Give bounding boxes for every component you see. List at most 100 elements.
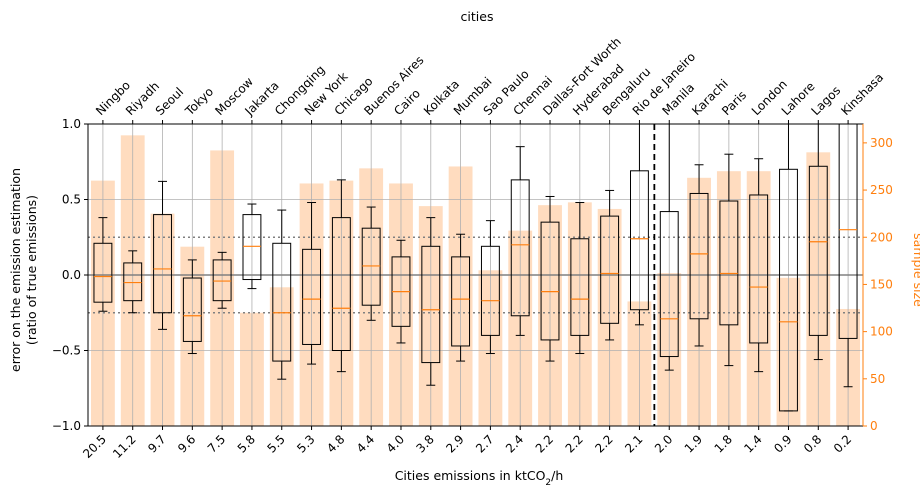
x-tick-label: 5.8 xyxy=(235,432,258,455)
boxplot xyxy=(719,153,739,367)
box xyxy=(331,217,351,351)
y-axis-label-line2: (ratio of true emissions) xyxy=(24,195,39,345)
x-axis-label: Cities emissions in ktCO2/h xyxy=(395,468,564,488)
boxplot xyxy=(510,146,530,336)
box xyxy=(570,238,590,336)
box xyxy=(540,221,560,341)
x-axis-label-main: Cities emissions in ktCO xyxy=(395,468,546,483)
y2-tick-label: 50 xyxy=(870,372,885,386)
box xyxy=(719,200,739,326)
x-tick-label: 2.2 xyxy=(563,432,586,455)
y2-tick-label: 150 xyxy=(870,277,893,291)
y2-tick-label: 0 xyxy=(870,419,878,433)
boxplot xyxy=(808,124,828,361)
boxplot xyxy=(391,239,411,344)
x-tick-label: 0.8 xyxy=(801,432,824,455)
box xyxy=(480,245,500,336)
box xyxy=(93,242,113,303)
x-tick-label: 2.4 xyxy=(503,432,526,455)
x-tick-label: 7.5 xyxy=(205,432,228,455)
boxplot xyxy=(659,124,679,371)
boxplot xyxy=(451,233,471,362)
y-tick-label: 0.0 xyxy=(62,268,81,282)
box xyxy=(451,256,471,347)
boxplot xyxy=(570,202,590,355)
reference-lines xyxy=(88,124,863,426)
box xyxy=(212,259,232,302)
box xyxy=(302,248,322,345)
y2-axis-label: sample size xyxy=(911,233,920,307)
box xyxy=(123,262,143,302)
boxplot xyxy=(93,217,113,312)
boxplot xyxy=(302,202,322,365)
box xyxy=(361,227,381,306)
x-tick-label: 5.3 xyxy=(294,432,317,455)
x-tick-label: 4.8 xyxy=(324,432,347,455)
x-tick-label: 4.0 xyxy=(384,432,407,455)
boxplot xyxy=(123,250,143,314)
box xyxy=(779,168,798,412)
y2-tick-label: 100 xyxy=(870,325,893,339)
x-tick-label: 3.8 xyxy=(414,432,437,455)
boxplot xyxy=(630,124,649,326)
box xyxy=(421,245,441,364)
y-tick-label: 0.5 xyxy=(62,193,81,207)
x-axis-label-sub: 2 xyxy=(545,478,551,488)
boxplot xyxy=(540,195,560,362)
boxplot xyxy=(361,206,381,321)
box xyxy=(630,170,649,311)
box xyxy=(272,242,292,362)
boxplot xyxy=(600,189,620,341)
y-tick-label: −0.5 xyxy=(52,344,81,358)
y2-tick-label: 200 xyxy=(870,230,893,244)
boxplot xyxy=(480,220,500,355)
y-tick-label: 1.0 xyxy=(62,117,81,131)
x-tick-label: 9.7 xyxy=(145,432,168,455)
x-axis-label-unit: /h xyxy=(551,468,563,483)
y2-tick-label: 300 xyxy=(870,136,893,150)
box xyxy=(242,214,262,281)
x-tick-label: 5.5 xyxy=(264,432,287,455)
x-tick-label: 4.4 xyxy=(354,432,377,455)
x-tick-label: 2.1 xyxy=(622,432,645,455)
box xyxy=(153,214,172,314)
box xyxy=(808,165,828,336)
city-label: Kinshasa xyxy=(838,70,886,118)
x-tick-label: 0.9 xyxy=(771,432,794,455)
x-tick-label: 2.7 xyxy=(473,432,496,455)
boxplot xyxy=(421,217,441,386)
x-tick-label: 1.8 xyxy=(712,432,735,455)
x-tick-label: 9.6 xyxy=(175,432,198,455)
x-tick-label: 1.4 xyxy=(741,432,764,455)
y-tick-label: −1.0 xyxy=(52,419,81,433)
x-tick-label: 1.9 xyxy=(682,432,705,455)
boxplot xyxy=(182,259,202,355)
box xyxy=(600,215,620,324)
box xyxy=(182,277,202,342)
box xyxy=(689,192,709,320)
x-tick-label: 2.2 xyxy=(592,432,615,455)
boxplot xyxy=(242,203,262,290)
box xyxy=(659,211,679,358)
sample-size-bars xyxy=(90,135,861,427)
boxplot xyxy=(212,251,232,309)
city-label: Tokyo xyxy=(182,84,216,118)
boxplot xyxy=(153,180,172,330)
box xyxy=(510,179,530,317)
boxplot xyxy=(272,209,292,380)
boxplots xyxy=(93,123,858,412)
boxplot xyxy=(779,124,798,412)
x-tick-label: 20.5 xyxy=(80,432,109,461)
x-tick-label: 2.2 xyxy=(533,432,556,455)
boxplot xyxy=(749,158,769,373)
boxplot xyxy=(331,179,351,373)
box xyxy=(749,194,769,344)
x-tick-label: 11.2 xyxy=(110,432,139,461)
boxplot xyxy=(689,164,709,347)
x-tick-label: 2.9 xyxy=(443,432,466,455)
y2-tick-label: 250 xyxy=(870,183,893,197)
x-tick-label: 2.0 xyxy=(652,432,675,455)
x-tick-label: 0.2 xyxy=(831,432,854,455)
chart-title: cities xyxy=(461,9,494,24)
